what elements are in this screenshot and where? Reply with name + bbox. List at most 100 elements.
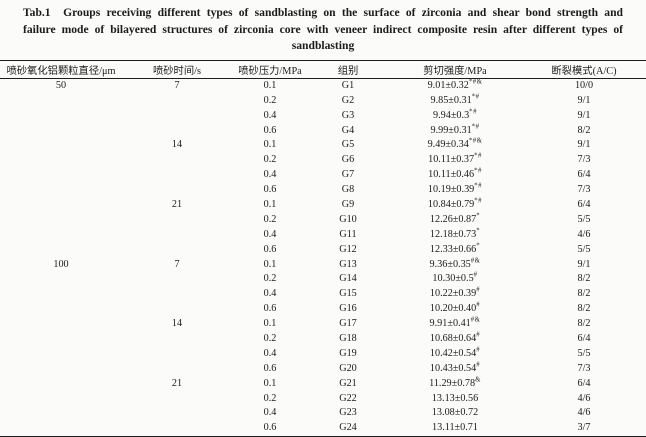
cell-strength: 10.42±0.54# xyxy=(388,347,522,362)
cell-group: G9 xyxy=(341,198,355,210)
cell-group: G13 xyxy=(339,258,357,270)
significance-markers: *#& xyxy=(468,78,483,86)
cell-strength: 9.36±0.35#& xyxy=(388,257,522,272)
cell-group: G7 xyxy=(341,169,355,181)
cell-time: 21 xyxy=(171,198,183,210)
cell-strength: 12.18±0.73* xyxy=(388,227,522,242)
strength-value: 13.08±0.72 xyxy=(431,407,479,419)
cell-time xyxy=(122,153,232,168)
cell-strength: 10.11±0.46*# xyxy=(388,168,522,183)
significance-markers: #& xyxy=(470,257,481,265)
significance-markers: *# xyxy=(474,182,483,190)
cell-mode: 5/5 xyxy=(577,347,591,359)
cell-diameter xyxy=(0,317,122,332)
col-header-particle-diameter: 喷砂氧化铝颗粒直径/μm xyxy=(0,59,122,79)
strength-value: 9.01±0.32 xyxy=(427,79,469,91)
col-header-group: 组别 xyxy=(308,59,388,79)
cell-pressure: 0.6 xyxy=(263,303,277,315)
cell-diameter xyxy=(0,227,122,242)
cell-group: G19 xyxy=(339,347,357,359)
cell-time xyxy=(122,391,232,406)
cell-mode: 7/3 xyxy=(577,154,591,166)
cell-diameter xyxy=(0,347,122,362)
cell-time xyxy=(122,93,232,108)
cell-time xyxy=(122,213,232,228)
cell-time: 21 xyxy=(171,377,183,389)
cell-mode: 6/4 xyxy=(577,377,591,389)
cell-pressure: 0.1 xyxy=(263,198,277,210)
cell-mode: 6/4 xyxy=(577,332,591,344)
significance-markers: # xyxy=(476,361,481,369)
cell-pressure: 0.6 xyxy=(263,243,277,255)
cell-strength: 10.22±0.39# xyxy=(388,287,522,302)
cell-mode: 8/2 xyxy=(577,288,591,300)
cell-mode: 5/5 xyxy=(577,213,591,225)
strength-value: 10.43±0.54 xyxy=(429,362,477,374)
cell-pressure: 0.6 xyxy=(263,184,277,196)
cell-group: G2 xyxy=(341,94,355,106)
cell-group: G20 xyxy=(339,362,357,374)
cell-strength: 10.43±0.54# xyxy=(388,361,522,376)
cell-diameter xyxy=(0,138,122,153)
table-row: 0.6 G24 13.11±0.71 3/7 xyxy=(0,421,646,436)
table-caption-label: Tab.1 xyxy=(23,6,51,19)
significance-markers: * xyxy=(476,212,481,220)
cell-strength: 9.49±0.34*#& xyxy=(388,138,522,153)
table-row: 0.2 G14 10.30±0.5# 8/2 xyxy=(0,272,646,287)
cell-strength: 11.29±0.78& xyxy=(388,376,522,391)
cell-diameter xyxy=(0,93,122,108)
table-row: 21 0.1 G9 10.84±0.79*# 6/4 xyxy=(0,198,646,213)
cell-pressure: 0.4 xyxy=(263,288,277,300)
cell-time xyxy=(122,123,232,138)
cell-time xyxy=(122,361,232,376)
cell-time xyxy=(122,242,232,257)
significance-markers: # xyxy=(473,272,478,280)
cell-group: G3 xyxy=(341,109,355,121)
cell-group: G23 xyxy=(339,407,357,419)
significance-markers: *# xyxy=(474,152,482,160)
cell-group: G8 xyxy=(341,184,355,196)
cell-group: G12 xyxy=(339,243,357,255)
strength-value: 9.85±0.31 xyxy=(430,94,472,106)
cell-strength: 10.20±0.40# xyxy=(388,302,522,317)
cell-mode: 4/6 xyxy=(577,407,591,419)
cell-diameter: 100 xyxy=(53,258,69,270)
table-row: 0.4 G7 10.11±0.46*# 6/4 xyxy=(0,168,646,183)
cell-diameter xyxy=(0,168,122,183)
cell-pressure: 0.2 xyxy=(263,154,277,166)
strength-value: 9.94±0.3 xyxy=(433,109,470,121)
cell-pressure: 0.4 xyxy=(263,169,277,181)
table-row: 0.4 G3 9.94±0.3*# 9/1 xyxy=(0,108,646,123)
strength-value: 10.22±0.39 xyxy=(429,288,477,300)
significance-markers: #& xyxy=(470,316,481,324)
strength-value: 9.99±0.31 xyxy=(430,124,472,136)
cell-pressure: 0.4 xyxy=(263,347,277,359)
cell-time xyxy=(122,302,232,317)
strength-value: 9.91±0.41 xyxy=(429,318,471,330)
strength-value: 9.49±0.34 xyxy=(427,139,469,151)
table-row: 50 7 0.1 G1 9.01±0.32*#& 10/0 xyxy=(0,78,646,93)
cell-pressure: 0.2 xyxy=(263,94,277,106)
table-caption-text: Groups receiving different types of sand… xyxy=(23,6,624,52)
cell-mode: 4/6 xyxy=(577,228,591,240)
cell-pressure: 0.1 xyxy=(263,318,277,330)
cell-pressure: 0.2 xyxy=(263,273,277,285)
cell-diameter xyxy=(0,406,122,421)
cell-group: G14 xyxy=(339,273,357,285)
strength-value: 10.42±0.54 xyxy=(429,347,477,359)
cell-strength: 9.85±0.31*# xyxy=(388,93,522,108)
cell-mode: 6/4 xyxy=(577,198,591,210)
table-row: 21 0.1 G21 11.29±0.78& 6/4 xyxy=(0,376,646,391)
cell-strength: 9.94±0.3*# xyxy=(388,108,522,123)
cell-mode: 7/3 xyxy=(577,184,591,196)
cell-group: G11 xyxy=(339,228,357,240)
cell-pressure: 0.6 xyxy=(263,422,277,434)
table-row: 0.4 G23 13.08±0.72 4/6 xyxy=(0,406,646,421)
col-header-sandblasting-time: 喷砂时间/s xyxy=(122,59,232,79)
cell-mode: 9/1 xyxy=(577,139,591,151)
significance-markers: & xyxy=(475,376,481,384)
table-row: 14 0.1 G5 9.49±0.34*#& 9/1 xyxy=(0,138,646,153)
cell-diameter xyxy=(0,361,122,376)
cell-diameter xyxy=(0,183,122,198)
table-row: 0.6 G8 10.19±0.39*# 7/3 xyxy=(0,183,646,198)
